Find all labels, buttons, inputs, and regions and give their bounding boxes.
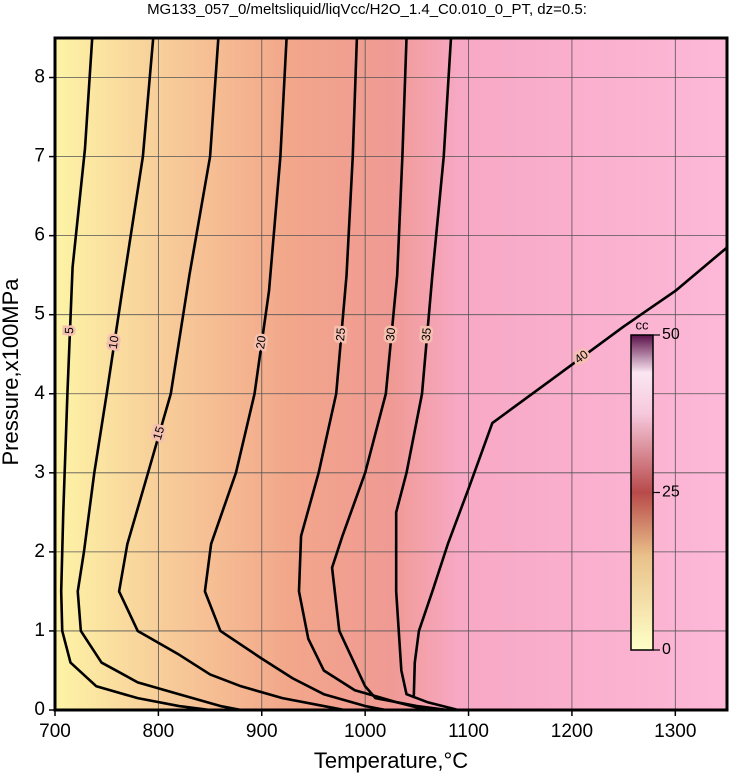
x-tick-label: 1300 [654, 721, 696, 742]
y-tick-label: 1 [34, 620, 45, 641]
contour-line [330, 38, 449, 710]
y-tick-label: 2 [34, 541, 45, 562]
contour-label: 35 [419, 327, 434, 342]
contour-label: 30 [383, 327, 398, 342]
y-axis-label: Pressure,x100MPa [0, 278, 23, 466]
x-tick-label: 700 [39, 721, 71, 742]
contour-label: 20 [253, 334, 269, 349]
contour-line [412, 246, 727, 699]
y-tick-label: 0 [34, 699, 45, 720]
x-tick-label: 1200 [551, 721, 593, 742]
grid [54, 38, 727, 711]
colorbar [630, 334, 654, 651]
colorbar-tick-label: 25 [662, 484, 680, 501]
x-tick-label: 900 [246, 721, 278, 742]
y-tick-label: 6 [34, 225, 45, 246]
x-tick-label: 1100 [448, 721, 489, 742]
y-tick-label: 3 [34, 462, 45, 483]
plot-background [55, 38, 727, 710]
x-axis-label: Temperature,°C [314, 748, 468, 773]
y-tick-label: 4 [34, 383, 45, 404]
plot-frame [53, 36, 729, 712]
contour-line [59, 38, 211, 710]
y-tick-label: 5 [34, 304, 45, 325]
contour-label: 25 [333, 327, 348, 342]
contour-line [297, 38, 428, 710]
chart-title: MG133_057_0/meltsliquid/liqVcc/H2O_1.4_C… [147, 1, 587, 18]
y-tick-label: 7 [34, 146, 45, 167]
contour-label: 10 [106, 334, 122, 350]
y-tick-label: 8 [34, 67, 45, 88]
contour-line [117, 38, 345, 710]
contour-line [76, 38, 242, 710]
x-tick-label: 800 [143, 721, 175, 742]
colorbar-tick-label: 50 [662, 326, 680, 343]
colorbar-tick-label: 0 [662, 641, 671, 658]
colorbar-label: cc [636, 317, 650, 332]
contour-label: 5 [62, 327, 76, 335]
x-tick-label: 1000 [344, 721, 386, 742]
contour-line [203, 38, 387, 710]
